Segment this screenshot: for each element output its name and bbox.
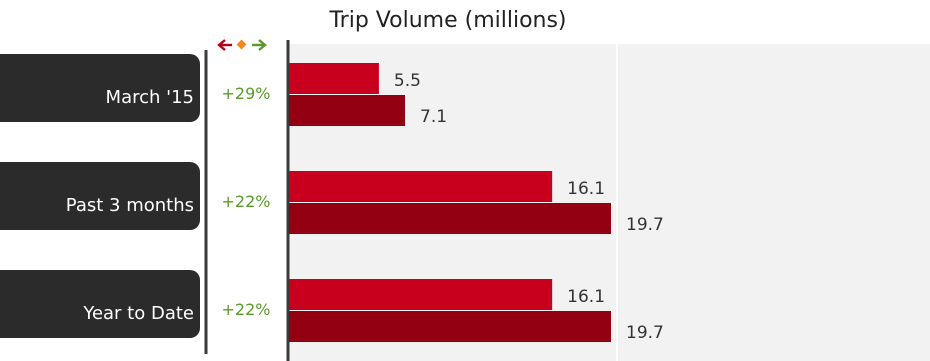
category-row: March '15 +29% 5.5 7.1 — [0, 54, 447, 127]
category-row: Past 3 months +22% 16.1 19.7 — [0, 162, 664, 235]
category-label: March '15 — [106, 87, 194, 108]
value-label: 16.1 — [567, 287, 605, 307]
category-label-box — [0, 270, 200, 338]
category-label-box — [0, 162, 200, 230]
value-label: 16.1 — [567, 179, 605, 199]
chart-title: Trip Volume (millions) — [328, 8, 566, 33]
diamond-icon — [236, 39, 247, 50]
value-label: 7.1 — [420, 107, 447, 127]
value-label: 19.7 — [626, 215, 664, 235]
change-percent: +22% — [222, 300, 271, 319]
bar — [289, 203, 611, 234]
change-percent: +22% — [222, 192, 271, 211]
left-arrow-icon — [217, 39, 232, 51]
change-legend — [217, 39, 267, 51]
value-label: 5.5 — [394, 71, 421, 91]
bar — [289, 171, 553, 202]
category-row: Year to Date +22% 16.1 19.7 — [0, 270, 664, 343]
category-label: Year to Date — [82, 303, 194, 324]
bar — [289, 311, 611, 342]
bar — [289, 63, 379, 94]
category-label-box — [0, 54, 200, 122]
right-arrow-icon — [252, 39, 267, 51]
value-label: 19.7 — [626, 323, 664, 343]
change-percent: +29% — [222, 84, 271, 103]
bar — [289, 279, 553, 310]
category-label: Past 3 months — [66, 195, 194, 216]
bar — [289, 95, 406, 126]
